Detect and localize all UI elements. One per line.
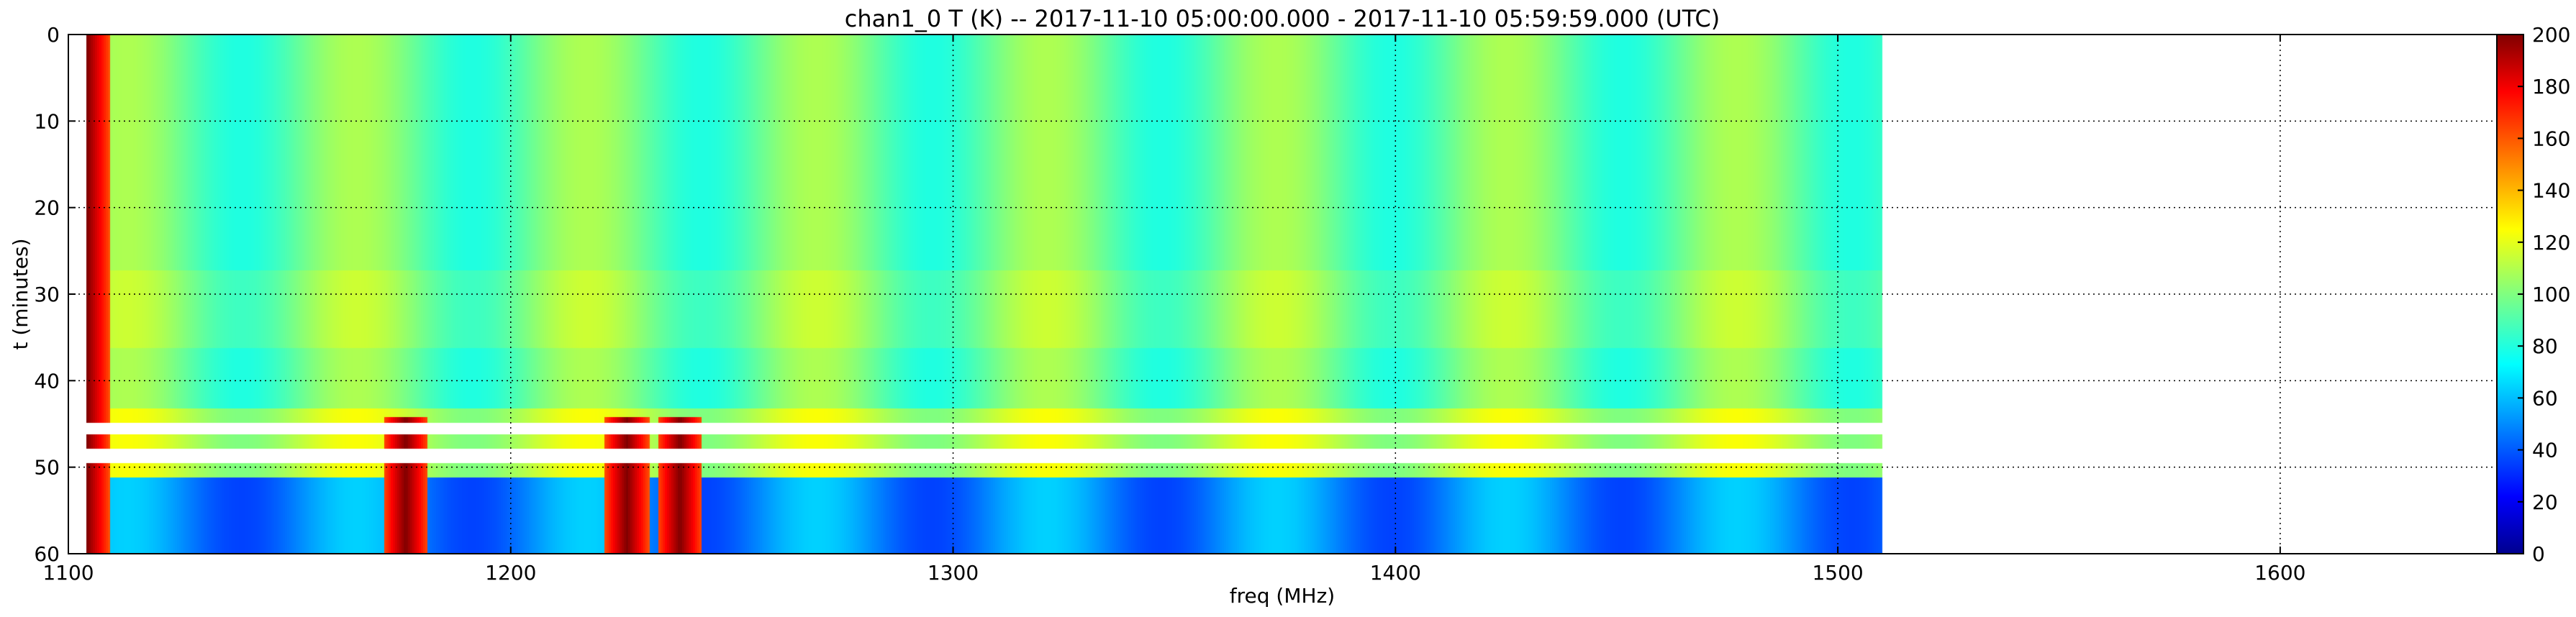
x-tick-label: 1500 <box>1812 561 1863 585</box>
colorbar-tick-label: 180 <box>2532 75 2570 99</box>
y-tick-label: 30 <box>34 283 60 306</box>
colorbar-tick-label: 40 <box>2532 439 2558 462</box>
colorbar-tick-label: 120 <box>2532 231 2570 255</box>
colorbar-tick-label: 200 <box>2532 23 2570 47</box>
x-axis-label: freq (MHz) <box>1230 584 1335 608</box>
plot-area: 1100 1200 1300 1400 1500 1600 0 10 20 30 40 50 60 <box>34 23 2524 585</box>
y-axis-label: t (minutes) <box>9 238 32 349</box>
y-tick-label: 50 <box>34 456 60 480</box>
colorbar-tick-label: 80 <box>2532 334 2558 358</box>
colorbar-tick-label: 100 <box>2532 283 2570 306</box>
colorbar-tick-label: 140 <box>2532 179 2570 203</box>
x-ticks: 1100 1200 1300 1400 1500 1600 <box>42 35 2306 585</box>
colorbar-tick-label: 60 <box>2532 386 2558 410</box>
y-tick-label: 10 <box>34 109 60 133</box>
y-tick-label: 0 <box>47 23 60 47</box>
x-tick-label: 1200 <box>485 561 536 585</box>
y-tick-label: 20 <box>34 196 60 220</box>
x-tick-label: 1600 <box>2254 561 2305 585</box>
y-tick-label: 40 <box>34 369 60 393</box>
colorbar-tick-label: 160 <box>2532 127 2570 150</box>
colorbar-tick-label: 20 <box>2532 490 2558 514</box>
x-tick-label: 1300 <box>928 561 979 585</box>
x-tick-label: 1400 <box>1370 561 1421 585</box>
chart-title: chan1_0 T (K) -- 2017-11-10 05:00:00.000… <box>845 5 1720 32</box>
colorbar-ticks: 0 20 40 60 80 100 120 140 160 180 200 <box>2518 23 2570 566</box>
x-tick-label: 1100 <box>42 561 94 585</box>
colorbar-tick-label: 0 <box>2532 542 2545 566</box>
y-tick-label: 60 <box>34 542 60 566</box>
colorbar: 0 20 40 60 80 100 120 140 160 180 200 <box>2496 23 2570 566</box>
